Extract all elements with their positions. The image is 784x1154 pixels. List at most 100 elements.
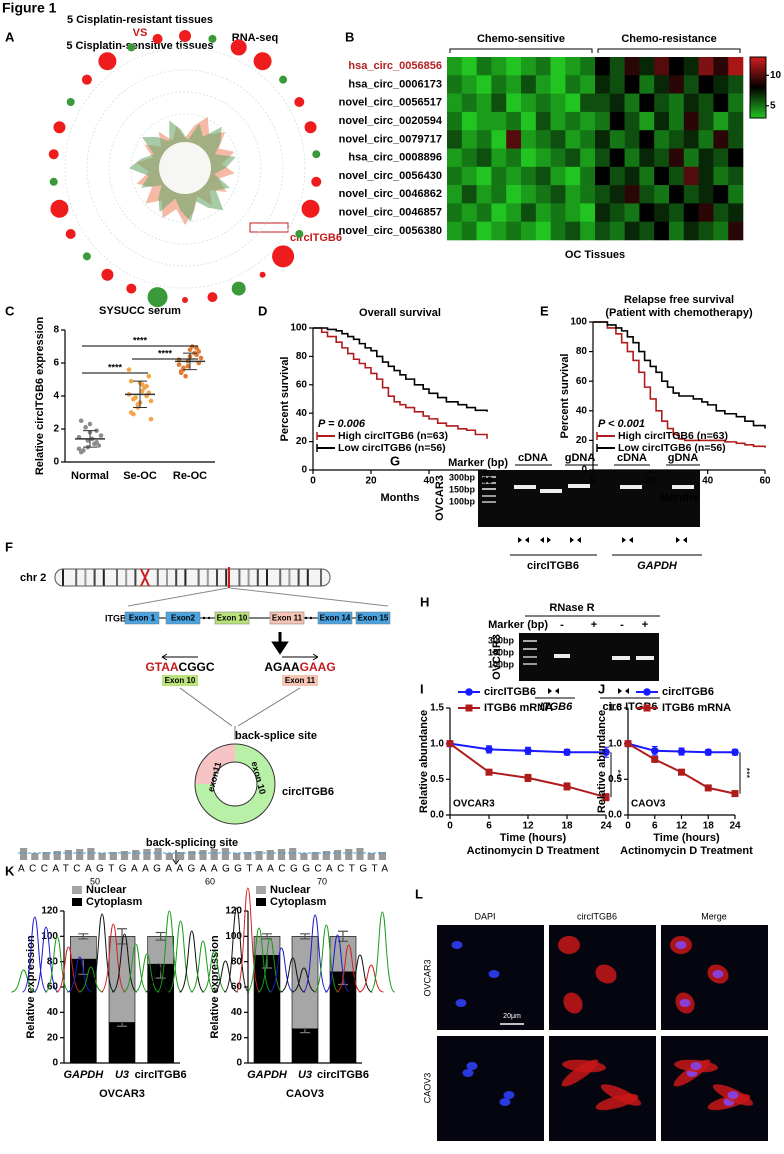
- ring: [64, 47, 306, 289]
- x-tick-label: circITGB6: [135, 1069, 187, 1081]
- x-tick-label: 24: [729, 821, 741, 832]
- bubble: [81, 74, 92, 85]
- heat-cell: [580, 130, 596, 149]
- point: [98, 433, 104, 438]
- heat-cell: [639, 185, 655, 204]
- heat-cell: [580, 75, 596, 94]
- heat-cell: [639, 93, 655, 113]
- y-tick-label: 40: [231, 1007, 243, 1018]
- heat-cell: [669, 93, 685, 113]
- circos: [48, 30, 322, 308]
- heat-cell: [550, 75, 566, 94]
- legend-label: circITGB6: [662, 686, 714, 698]
- x-axis-label: CAOV3: [286, 1088, 324, 1100]
- heat-cell: [461, 111, 477, 131]
- bubble: [311, 176, 322, 187]
- heat-cell: [476, 148, 492, 168]
- right-seq: AGAAGAAG: [264, 660, 335, 674]
- gel: [478, 470, 700, 527]
- lane-label: +: [591, 619, 597, 631]
- bubble: [312, 150, 321, 159]
- y-tick-label: 0: [236, 1058, 242, 1069]
- heat-cell: [521, 221, 537, 241]
- heat-cell: [639, 130, 655, 149]
- panel-label: B: [345, 29, 354, 44]
- band: [134, 569, 137, 586]
- survival-curve: [313, 327, 488, 412]
- heat-cell: [461, 148, 477, 168]
- exon: [214, 611, 250, 625]
- heat-cell: [535, 148, 551, 168]
- primer-arrow: [570, 537, 574, 543]
- heat-cell: [491, 93, 507, 113]
- y-tick-label: 1.5: [608, 703, 622, 714]
- heat-cell: [521, 111, 537, 131]
- bubble: [294, 97, 305, 107]
- gene-label: ITGB6: [105, 613, 132, 623]
- ellipsis-dot: [207, 616, 211, 620]
- heat-cell: [713, 185, 729, 204]
- heat-cell: [698, 166, 714, 186]
- marker-label: Marker (bp): [448, 457, 508, 469]
- heat-cell: [669, 203, 685, 222]
- heat-cell: [521, 57, 537, 76]
- heat-cell: [476, 221, 492, 241]
- point: [78, 418, 84, 424]
- lane-label: gDNA: [565, 452, 596, 464]
- row-label: novel_circ_0046862: [339, 188, 442, 200]
- heat-cell: [506, 185, 522, 204]
- heat-cell: [698, 75, 714, 94]
- ring-edge: [194, 743, 276, 825]
- marker-label: Marker (bp): [488, 619, 548, 631]
- heat-cell: [565, 148, 581, 168]
- heat-cell: [506, 221, 522, 241]
- join-lines: [179, 687, 301, 740]
- lane-label: -: [560, 619, 564, 631]
- trace-peak: [167, 920, 194, 993]
- heat-cell: [609, 75, 625, 94]
- ladder-label: 300bp: [449, 472, 476, 482]
- x-tick-label: U3: [298, 1069, 312, 1081]
- ring-sector: [195, 744, 236, 785]
- quality-bar: [233, 853, 241, 860]
- panel-label: F: [5, 539, 13, 554]
- bubble: [53, 121, 66, 134]
- heat-cell: [535, 75, 551, 94]
- heat-cell: [669, 185, 685, 204]
- back-splice-label: back-splice site: [235, 730, 317, 742]
- cell-label: OVCAR3: [491, 634, 503, 680]
- nucleus: [466, 1062, 478, 1070]
- heat-cell: [580, 93, 596, 113]
- seq-part: AGAA: [264, 660, 300, 674]
- y-axis-label: Relative circITGB6 expression: [34, 317, 46, 476]
- heat-cell: [461, 75, 477, 94]
- heat-cell: [565, 93, 581, 113]
- point: [185, 364, 191, 369]
- marker: [651, 755, 659, 763]
- y-tick-label: 120: [225, 906, 242, 917]
- primer-arrow: [676, 537, 680, 543]
- marker: [524, 774, 532, 782]
- bubble: [126, 283, 137, 294]
- trace-peak: [223, 907, 250, 993]
- sd-bar: [183, 352, 197, 371]
- quality-bar: [199, 850, 207, 860]
- bubble: [182, 297, 188, 303]
- point: [178, 368, 184, 374]
- x-tick-label: GAPDH: [63, 1069, 104, 1081]
- scale-label: 20μm: [503, 1013, 521, 1020]
- ellipsis-dot: [202, 616, 206, 620]
- heat-cell: [609, 203, 625, 222]
- heat-cell: [447, 130, 463, 149]
- core: [159, 142, 211, 194]
- bar-segment: [291, 1028, 319, 1064]
- legend-marker: [465, 704, 473, 712]
- cell-body: [600, 1084, 642, 1106]
- y-tick-label: 0.0: [608, 810, 622, 821]
- bar-segment: [291, 936, 319, 1030]
- marker: [563, 782, 571, 790]
- heat-cell: [728, 221, 744, 241]
- trace-peak: [268, 947, 295, 993]
- trace-peak: [358, 964, 384, 993]
